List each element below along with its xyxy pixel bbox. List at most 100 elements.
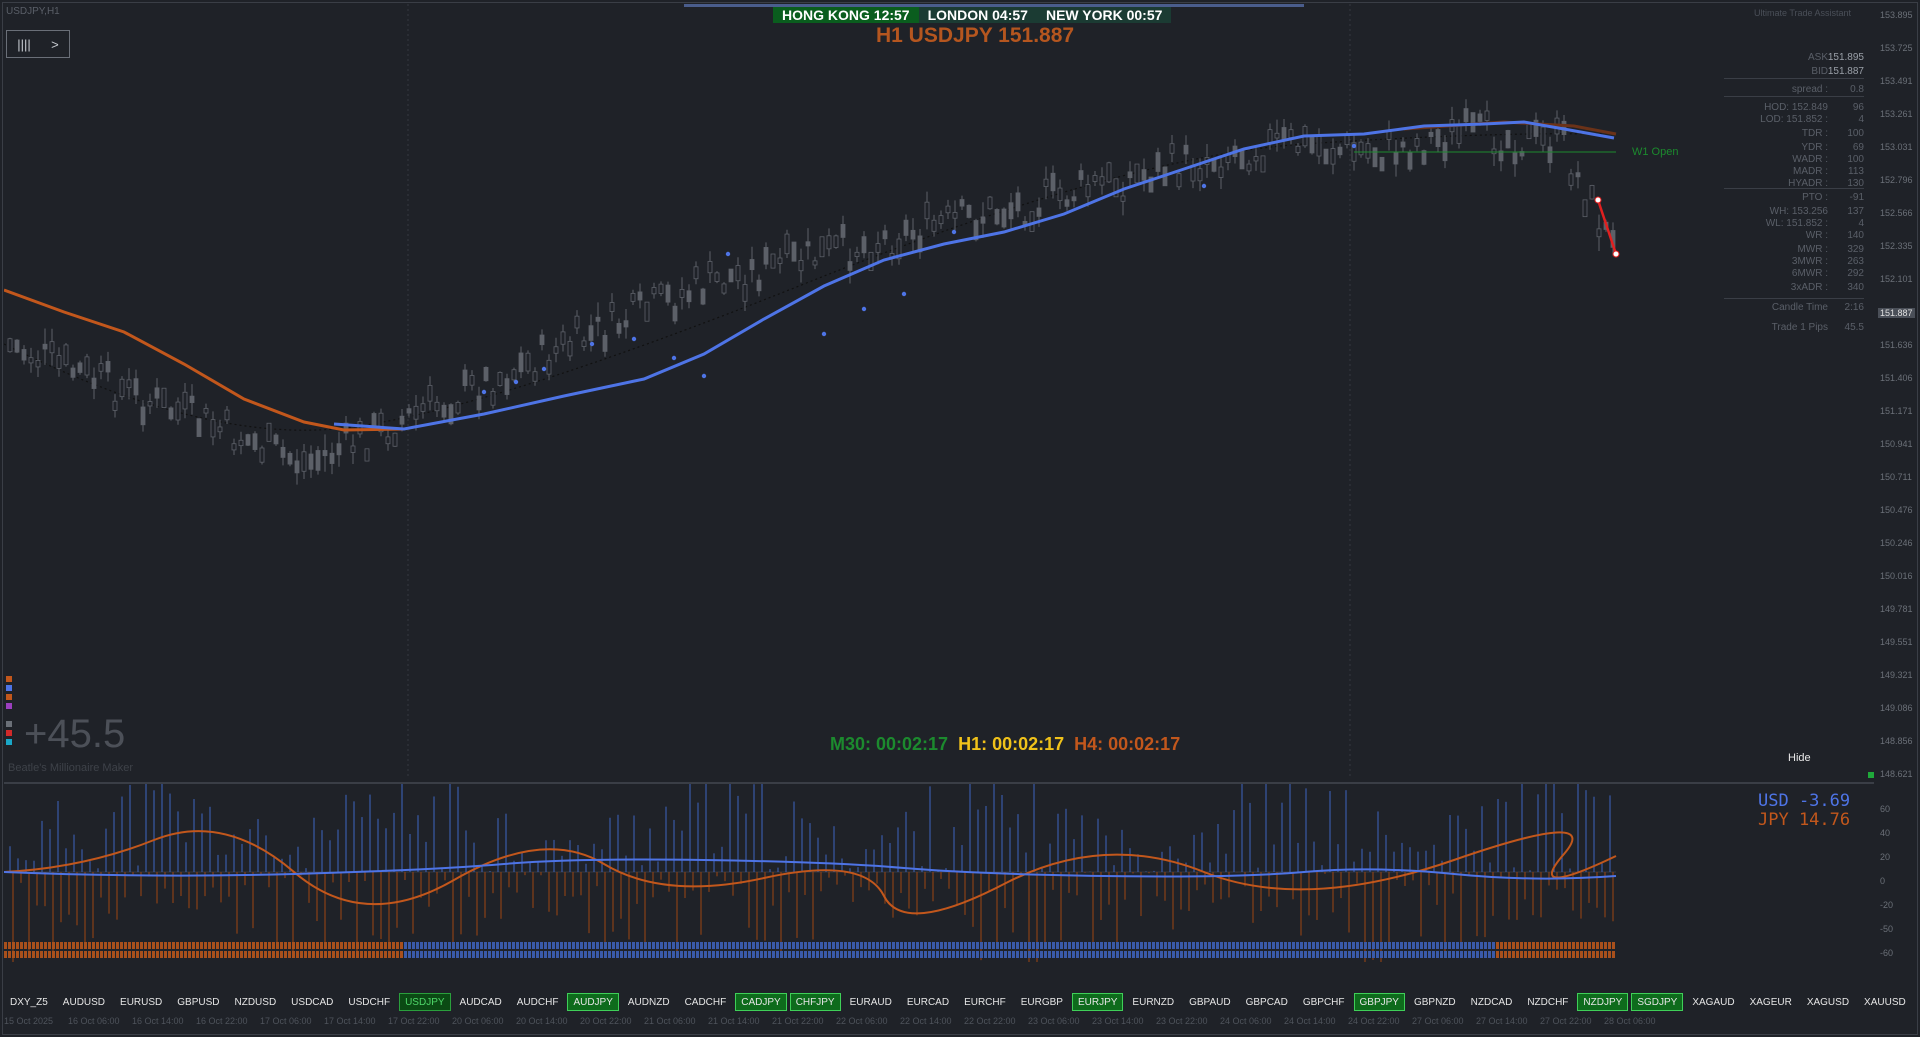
date-tick: 24 Oct 14:00 — [1284, 1016, 1336, 1026]
heat-cell — [1300, 951, 1303, 958]
heat-cell — [948, 942, 951, 949]
heat-cell — [688, 942, 691, 949]
heat-cell — [400, 951, 403, 958]
heat-cell — [1164, 951, 1167, 958]
heat-cell — [872, 942, 875, 949]
symbol-button-ethusd[interactable]: ETHUSD — [1915, 993, 1920, 1011]
symbol-button-gbpchf[interactable]: GBPCHF — [1302, 997, 1345, 1008]
heat-cell — [1320, 951, 1323, 958]
symbol-button-xagusd[interactable]: XAGUSD — [1806, 997, 1850, 1008]
heat-cell — [380, 942, 383, 949]
trade-entry-point[interactable] — [1594, 196, 1602, 204]
hide-button[interactable]: Hide — [1788, 752, 1811, 764]
marker-cyan — [6, 739, 12, 745]
symbol-button-cadjpy[interactable]: CADJPY — [735, 993, 787, 1011]
symbol-button-usdjpy[interactable]: USDJPY — [399, 993, 451, 1011]
heat-cell — [1504, 942, 1507, 949]
price-scale[interactable]: 153.895 153.725 153.491 153.261 153.031 152.7… — [1876, 4, 1920, 960]
heat-cell — [460, 951, 463, 958]
heat-cell — [540, 942, 543, 949]
symbol-button-gbpjpy[interactable]: GBPJPY — [1353, 993, 1405, 1011]
heat-cell — [1144, 951, 1147, 958]
symbol-button-chfjpy[interactable]: CHFJPY — [789, 993, 841, 1011]
heat-cell — [1276, 951, 1279, 958]
candle-body — [924, 201, 930, 220]
symbol-button-usdchf[interactable]: USDCHF — [348, 997, 391, 1008]
symbol-button-sgdjpy[interactable]: SGDJPY — [1631, 993, 1684, 1011]
symbol-button-eurnzd[interactable]: EURNZD — [1132, 997, 1175, 1008]
trade-exit-point[interactable] — [1612, 250, 1620, 258]
symbol-button-nzdcad[interactable]: NZDCAD — [1470, 997, 1513, 1008]
heat-cell — [1432, 942, 1435, 949]
panel-row-value: 100 — [1847, 128, 1864, 139]
strength-1: JPY 14.76 — [1758, 810, 1851, 830]
candle-body — [721, 283, 727, 294]
symbol-button-gbpaud[interactable]: GBPAUD — [1189, 997, 1231, 1008]
trade-line[interactable] — [1596, 199, 1618, 255]
symbol-button-gbpusd[interactable]: GBPUSD — [177, 997, 220, 1008]
heat-cell — [1268, 942, 1271, 949]
heat-cell — [420, 942, 423, 949]
heat-cell — [864, 951, 867, 958]
symbol-button-euraud[interactable]: EURAUD — [849, 997, 892, 1008]
price-chart[interactable]: W1 Open — [4, 4, 1874, 779]
heat-cell — [376, 942, 379, 949]
heat-cell — [932, 942, 935, 949]
heat-cell — [756, 942, 759, 949]
symbol-button-audnzd[interactable]: AUDNZD — [627, 997, 670, 1008]
heat-cell — [824, 951, 827, 958]
symbol-button-audcad[interactable]: AUDCAD — [459, 997, 502, 1008]
symbol-button-audusd[interactable]: AUDUSD — [62, 997, 106, 1008]
heat-cell — [780, 951, 783, 958]
symbol-button-nzdchf[interactable]: NZDCHF — [1527, 997, 1569, 1008]
heat-cell — [104, 942, 107, 949]
candle-body — [994, 209, 1000, 225]
symbol-button-gbpcad[interactable]: GBPCAD — [1245, 997, 1288, 1008]
heat-cell — [200, 951, 203, 958]
candle-body — [1456, 124, 1462, 144]
heat-cell — [1016, 951, 1019, 958]
menu-button[interactable]: |||| > — [6, 30, 70, 58]
candle-body — [1386, 131, 1392, 140]
heat-cell — [1384, 951, 1387, 958]
symbol-button-nzdjpy[interactable]: NZDJPY — [1577, 993, 1629, 1011]
heat-cell — [688, 951, 691, 958]
marker-orange — [6, 694, 12, 700]
candle-body — [1078, 170, 1084, 180]
symbol-button-eurgbp[interactable]: EURGBP — [1020, 997, 1063, 1008]
candle-body — [763, 247, 769, 265]
candle-body — [427, 385, 433, 402]
heat-cell — [548, 951, 551, 958]
symbol-button-nzdusd[interactable]: NZDUSD — [234, 997, 277, 1008]
symbol-button-xageur[interactable]: XAGEUR — [1749, 997, 1792, 1008]
heat-cell — [1028, 942, 1031, 949]
symbol-button-eurjpy[interactable]: EURJPY — [1071, 993, 1124, 1011]
currency-strength-chart[interactable] — [4, 782, 1874, 962]
panel-row: MADR : 113 — [1724, 166, 1864, 178]
symbol-button-eurusd[interactable]: EURUSD — [120, 997, 163, 1008]
heat-cell — [1372, 951, 1375, 958]
heat-cell — [1128, 951, 1131, 958]
symbol-button-xauusd[interactable]: XAUUSD — [1864, 997, 1906, 1008]
symbol-button-gbpnzd[interactable]: GBPNZD — [1413, 997, 1456, 1008]
heat-cell — [636, 951, 639, 958]
symbol-button-audjpy[interactable]: AUDJPY — [567, 993, 619, 1011]
heat-cell — [1492, 942, 1495, 949]
symbol-button-xagaud[interactable]: XAGAUD — [1692, 997, 1735, 1008]
symbol-button-eurcad[interactable]: EURCAD — [906, 997, 950, 1008]
symbol-button-cadchf[interactable]: CADCHF — [684, 997, 727, 1008]
candle-body — [777, 257, 783, 264]
symbol-button-audchf[interactable]: AUDCHF — [516, 997, 559, 1008]
heat-cell — [588, 951, 591, 958]
heat-cell — [1060, 951, 1063, 958]
symbol-button-eurchf[interactable]: EURCHF — [964, 997, 1006, 1008]
symbol-button-usdcad[interactable]: USDCAD — [291, 997, 334, 1008]
heat-cell — [556, 942, 559, 949]
heat-cell — [1176, 951, 1179, 958]
heat-cell — [132, 942, 135, 949]
candle-body — [238, 439, 244, 447]
heat-cell — [416, 951, 419, 958]
symbol-button-dxy_z5[interactable]: DXY_Z5 — [10, 997, 48, 1008]
heat-cell — [560, 942, 563, 949]
